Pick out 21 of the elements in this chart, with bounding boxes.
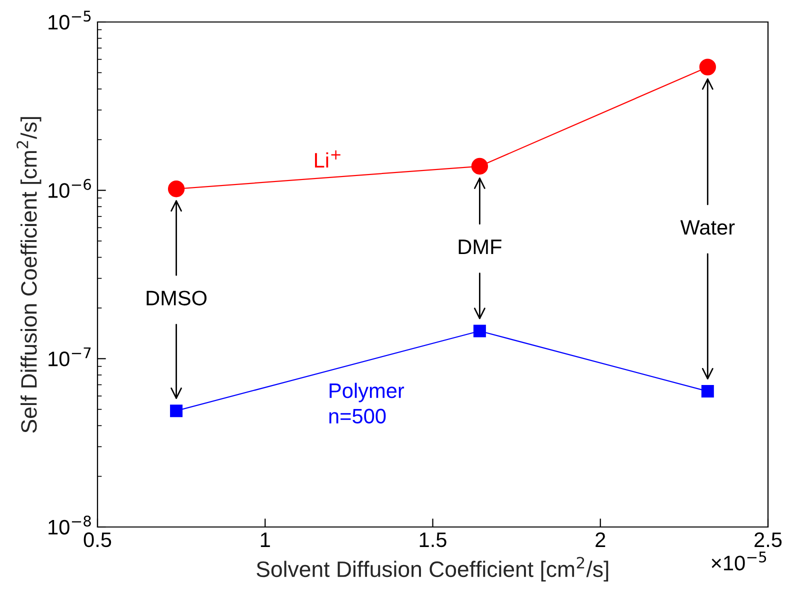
y-tick-label: 10$^{−7}$: [48, 347, 91, 366]
x-axis-title: Solvent Diffusion Coefficient [cm$^{2}$/s]: [256, 556, 608, 582]
annotation: DMF: [458, 240, 502, 254]
y-tick-label: 10$^{−5}$: [48, 10, 91, 30]
point: [471, 158, 488, 175]
point: [473, 324, 486, 338]
y-axis-title: Self Diffusion Coefficient [cm$^{2}$/s]: [16, 117, 42, 433]
x-tick-label: 2.5: [754, 532, 782, 548]
series-label: Polymer n=500: [329, 382, 404, 424]
annotation: Water: [680, 220, 735, 235]
x-tick-label: 1: [260, 532, 270, 547]
series-label: Li$^{+}$: [315, 150, 340, 168]
point: [170, 404, 183, 418]
point: [699, 58, 716, 76]
y-tick-label: 10$^{−6}$: [48, 178, 91, 198]
x-tick-label: 1.5: [420, 532, 446, 548]
x-tick-label: 2: [596, 532, 606, 547]
point: [168, 180, 185, 198]
point: [701, 385, 714, 398]
text: ×10$^{−5}$: [712, 552, 766, 570]
annotation: DMSO: [146, 290, 207, 306]
